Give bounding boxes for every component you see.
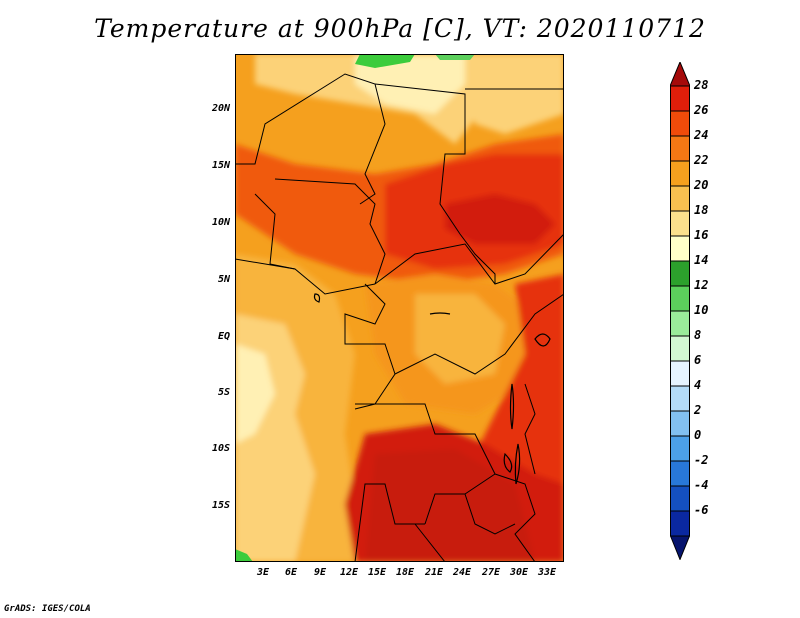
lon-label-3e: 3E [256, 567, 270, 578]
lon-label-18e: 18E [395, 567, 415, 578]
colorbar-tick-label: 24 [694, 128, 709, 142]
lon-label-27e: 27E [481, 567, 501, 578]
lat-label-10n: 10N [211, 217, 230, 228]
colorbar-swatch [670, 85, 690, 112]
colorbar-tick-label: 22 [694, 153, 709, 167]
colorbar-swatch [670, 135, 690, 162]
colorbar-swatch [670, 235, 690, 262]
colorbar-swatch [670, 435, 690, 462]
country-borders [235, 73, 564, 562]
colorbar-tick-label: -2 [694, 453, 709, 467]
colorbar-tick-label: 10 [694, 303, 709, 317]
cool-patch-south-west [235, 549, 253, 562]
colorbar-swatch [670, 510, 690, 537]
colorbar-tick-label: 18 [694, 203, 709, 217]
lat-label-20n: 20N [211, 103, 230, 114]
lat-label-15s: 15S [211, 500, 230, 511]
lon-label-24e: 24E [452, 567, 472, 578]
colorbar-swatch [670, 310, 690, 337]
colorbar-tick-label: 26 [694, 103, 709, 117]
lat-label-10s: 10S [211, 443, 230, 454]
colorbar-tick-label: -6 [694, 503, 709, 517]
colorbar-swatch [670, 385, 690, 412]
colorbar-swatch [670, 410, 690, 437]
temperature-map [235, 54, 564, 562]
cool-patch-north [355, 54, 415, 68]
colorbar-swatch [670, 485, 690, 512]
lake-outlines [313, 293, 551, 485]
lon-label-9e: 9E [313, 567, 327, 578]
lat-label-5s: 5S [217, 387, 230, 398]
lon-label-15e: 15E [367, 567, 387, 578]
colorbar-tick-label: -4 [694, 478, 709, 492]
colorbar-tick-label: 8 [694, 328, 702, 342]
colorbar-tick-label: 2 [694, 403, 702, 417]
lat-label-5n: 5N [217, 274, 230, 285]
lon-label-33e: 33E [537, 567, 557, 578]
colorbar-tick-label: 4 [694, 378, 702, 392]
colorbar-swatch [670, 185, 690, 212]
lat-label-eq: EQ [217, 331, 230, 342]
chart-title: Temperature at 900hPa [C], VT: 202011071… [94, 14, 706, 43]
colorbar-tick-label: 14 [694, 253, 709, 267]
colorbar-swatch [670, 210, 690, 237]
temperature-field [235, 54, 564, 562]
colorbar-tick-label: 0 [694, 428, 702, 442]
colorbar-tick-label: 12 [694, 278, 709, 292]
cool-patch-north-east [435, 54, 475, 60]
lon-label-12e: 12E [339, 567, 359, 578]
colorbar-swatch [670, 460, 690, 487]
map-canvas [235, 54, 564, 562]
colorbar-swatch [670, 360, 690, 387]
colorbar-top-arrow [669, 60, 691, 87]
colorbar-swatch [670, 110, 690, 137]
credit-text: GrADS: IGES/COLA [4, 604, 91, 614]
map-frame [235, 54, 564, 562]
colorbar-bottom-arrow [669, 535, 691, 561]
colorbar [669, 60, 691, 564]
lon-label-30e: 30E [509, 567, 529, 578]
lon-label-6e: 6E [284, 567, 298, 578]
colorbar-swatch [670, 335, 690, 362]
colorbar-swatches [669, 60, 691, 561]
colorbar-tick-label: 16 [694, 228, 709, 242]
lon-label-21e: 21E [424, 567, 444, 578]
colorbar-tick-label: 6 [694, 353, 702, 367]
colorbar-swatch [670, 285, 690, 312]
colorbar-swatch [670, 160, 690, 187]
colorbar-tick-label: 20 [694, 178, 709, 192]
colorbar-tick-label: 28 [694, 78, 709, 92]
lat-label-15n: 15N [211, 160, 230, 171]
colorbar-swatch [670, 260, 690, 287]
